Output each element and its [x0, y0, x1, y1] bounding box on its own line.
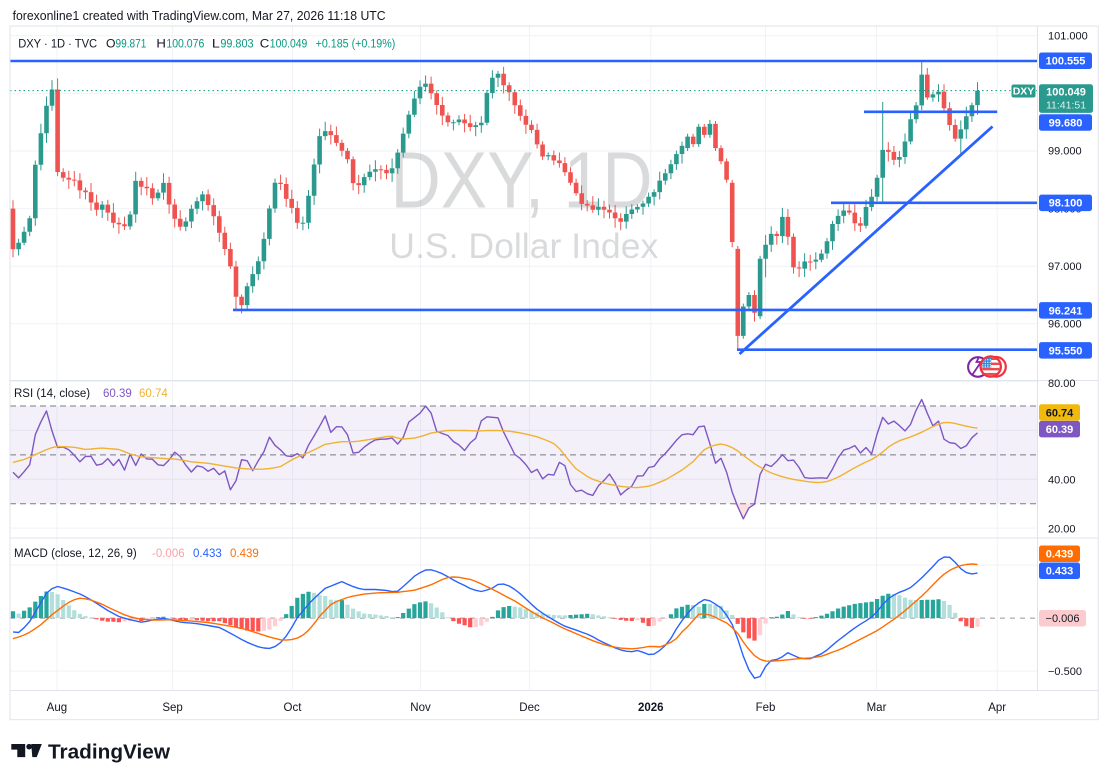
svg-text:Oct: Oct: [284, 702, 303, 714]
svg-text:O: O: [106, 36, 116, 50]
svg-text:99.000: 99.000: [1048, 146, 1082, 158]
svg-text:forexonline1 created with Trad: forexonline1 created with TradingView.co…: [13, 8, 386, 23]
svg-text:TradingView: TradingView: [48, 740, 170, 763]
svg-text:DXY · 1D · TVC: DXY · 1D · TVC: [18, 36, 97, 50]
svg-text:Feb: Feb: [756, 702, 776, 714]
svg-text:60.74: 60.74: [1046, 407, 1074, 419]
svg-text:100.076: 100.076: [166, 36, 204, 50]
svg-text:97.000: 97.000: [1048, 261, 1082, 273]
svg-text:-0.006: -0.006: [152, 548, 185, 560]
svg-text:98.100: 98.100: [1049, 198, 1083, 210]
svg-text:99.680: 99.680: [1049, 117, 1083, 129]
svg-text:+0.185 (+0.19%): +0.185 (+0.19%): [316, 36, 396, 50]
svg-text:96.000: 96.000: [1048, 319, 1082, 331]
svg-text:U.S. Dollar Index: U.S. Dollar Index: [389, 227, 658, 266]
svg-text:L: L: [212, 36, 220, 50]
svg-text:60.74: 60.74: [139, 388, 168, 400]
svg-text:Sep: Sep: [162, 702, 182, 714]
svg-text:0.439: 0.439: [230, 548, 259, 560]
svg-text:−0.500: −0.500: [1048, 666, 1082, 678]
svg-text:C: C: [260, 36, 270, 50]
svg-text:Aug: Aug: [47, 702, 67, 714]
svg-text:100.049: 100.049: [1046, 87, 1086, 99]
svg-text:Mar: Mar: [867, 702, 887, 714]
svg-text:Apr: Apr: [988, 702, 1006, 714]
svg-text:80.00: 80.00: [1048, 378, 1076, 390]
svg-text:96.241: 96.241: [1049, 305, 1083, 317]
svg-text:2026: 2026: [638, 702, 664, 714]
svg-text:DXY, 1D: DXY, 1D: [391, 136, 653, 225]
svg-text:60.39: 60.39: [1046, 424, 1074, 436]
svg-text:95.550: 95.550: [1049, 345, 1083, 357]
svg-text:0.433: 0.433: [1046, 566, 1074, 578]
svg-text:99.803: 99.803: [220, 36, 253, 50]
svg-text:0.433: 0.433: [193, 548, 222, 560]
svg-text:100.555: 100.555: [1046, 56, 1086, 68]
svg-text:101.000: 101.000: [1048, 31, 1088, 43]
svg-text:Nov: Nov: [410, 702, 431, 714]
svg-text:99.871: 99.871: [116, 36, 147, 50]
svg-text:60.39: 60.39: [103, 388, 132, 400]
svg-text:0.439: 0.439: [1046, 549, 1074, 561]
svg-text:40.00: 40.00: [1048, 475, 1076, 487]
svg-text:−0.006: −0.006: [1046, 613, 1080, 625]
svg-text:Dec: Dec: [519, 702, 540, 714]
svg-text:11:41:51: 11:41:51: [1046, 100, 1086, 112]
svg-text:100.049: 100.049: [270, 36, 308, 50]
svg-text:20.00: 20.00: [1048, 524, 1076, 536]
svg-text:RSI (14, close): RSI (14, close): [14, 388, 90, 400]
svg-text:DXY: DXY: [1013, 86, 1035, 98]
svg-text:MACD (close, 12, 26, 9): MACD (close, 12, 26, 9): [14, 548, 137, 560]
svg-text:H: H: [156, 36, 166, 50]
